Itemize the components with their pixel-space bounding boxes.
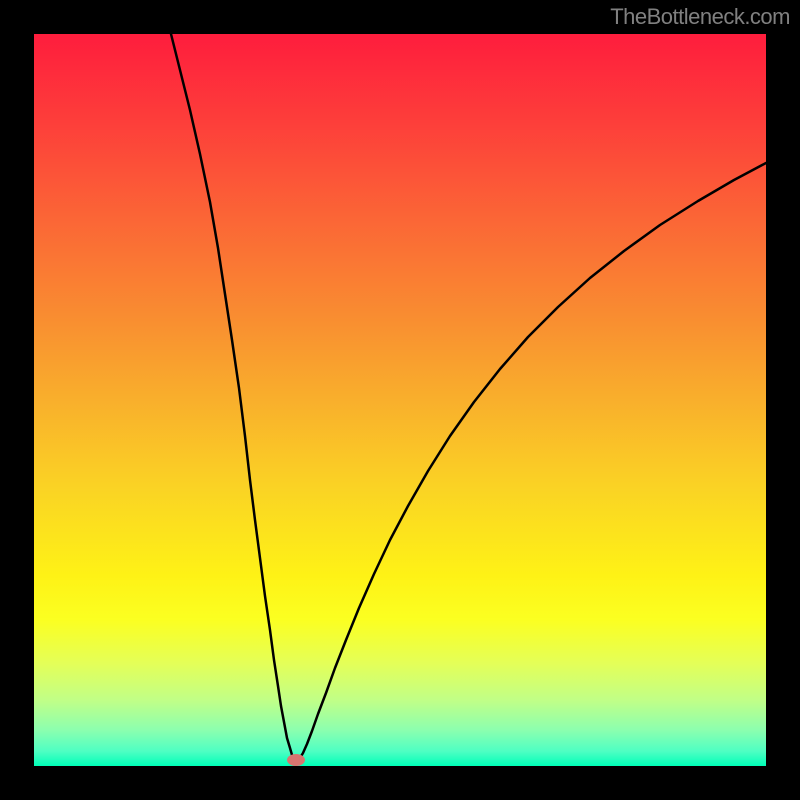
optimal-point-marker	[287, 754, 305, 766]
chart-container: TheBottleneck.com	[0, 0, 800, 800]
bottleneck-chart	[0, 0, 800, 800]
watermark-text: TheBottleneck.com	[610, 4, 790, 30]
plot-background	[34, 34, 766, 766]
